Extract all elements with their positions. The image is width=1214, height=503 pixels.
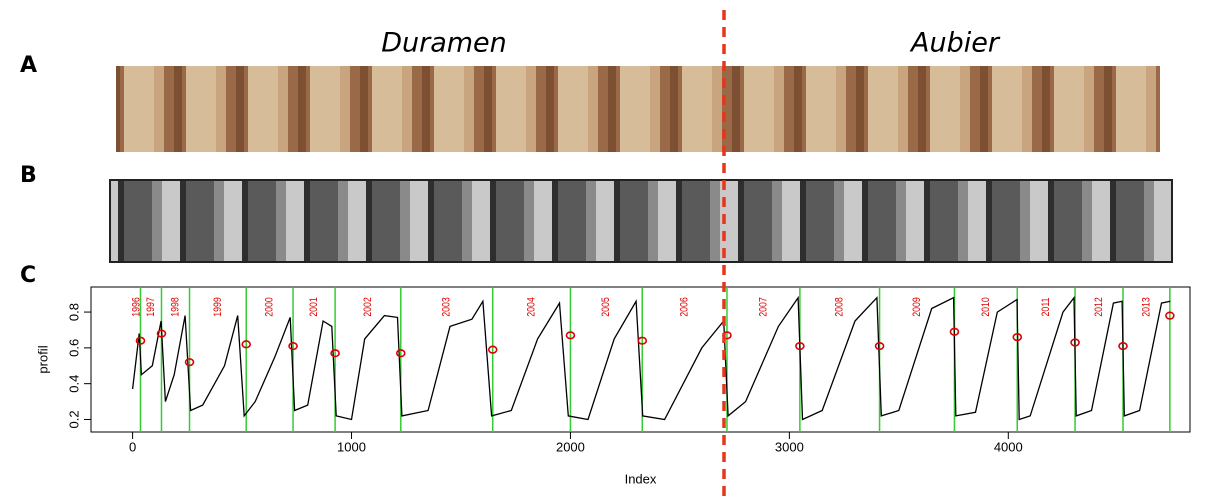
year-label: 2011 <box>1040 297 1052 316</box>
boundary-point <box>288 341 298 351</box>
year-label: 2003 <box>441 297 453 317</box>
x-tick-label: 4000 <box>994 439 1023 454</box>
boundary-point <box>1165 311 1175 320</box>
year-label: 2007 <box>757 297 769 317</box>
boundary-point <box>1118 341 1128 351</box>
year-label: 2008 <box>834 297 846 317</box>
plot-box <box>90 286 1191 433</box>
year-label: 1998 <box>170 297 182 317</box>
boundary-point <box>184 358 195 367</box>
year-label: 1996 <box>131 297 143 317</box>
boundary-point <box>565 331 576 340</box>
boundary-point <box>156 329 167 338</box>
boundary-point <box>330 349 340 358</box>
year-label: 1997 <box>145 297 157 317</box>
panel-label: C <box>20 263 36 288</box>
profile-line <box>131 295 1171 421</box>
year-label: 2009 <box>911 297 923 317</box>
x-tick-label: 1000 <box>337 439 366 454</box>
grayscale-image <box>110 180 1172 262</box>
y-axis-label: profil <box>35 345 50 373</box>
y-tick-label: 0.8 <box>66 303 81 321</box>
x-tick-label: 3000 <box>775 439 804 454</box>
boundary-point <box>395 349 406 358</box>
y-tick-label: 0.4 <box>66 375 81 393</box>
panel-label: B <box>20 163 37 188</box>
year-label: 2006 <box>679 297 691 317</box>
panel-label: A <box>20 53 37 78</box>
year-label: 2002 <box>362 297 374 317</box>
boundary-point <box>874 341 885 351</box>
boundary-point <box>949 327 960 336</box>
year-label: 2001 <box>308 297 320 317</box>
year-label: 2004 <box>526 297 538 317</box>
heading: Aubier <box>909 28 1001 59</box>
x-axis-label: Index <box>625 471 657 486</box>
year-label: 2012 <box>1093 297 1105 317</box>
x-tick-label: 2000 <box>556 439 585 454</box>
wood-photo <box>116 66 1160 152</box>
boundary-point <box>487 345 498 354</box>
boundary-point <box>795 341 805 351</box>
boundary-point <box>1012 333 1023 342</box>
boundary-point <box>637 336 648 345</box>
boundary-point <box>135 336 146 345</box>
boundary-point <box>241 340 252 349</box>
year-label: 1999 <box>212 297 224 317</box>
heading: Duramen <box>381 28 507 59</box>
y-tick-label: 0.2 <box>66 410 81 428</box>
year-label: 2010 <box>980 297 992 317</box>
year-label: 2013 <box>1140 297 1152 317</box>
x-tick-label: 0 <box>129 439 136 454</box>
boundary-point <box>1070 338 1080 347</box>
year-label: 2000 <box>264 297 276 317</box>
year-label: 2005 <box>600 297 612 317</box>
y-tick-label: 0.6 <box>66 339 81 357</box>
image-border <box>109 179 1173 263</box>
chart: 0 1000 2000 3000 4000 0.2 0.4 0.6 0.8 Index profil… <box>35 286 1191 486</box>
